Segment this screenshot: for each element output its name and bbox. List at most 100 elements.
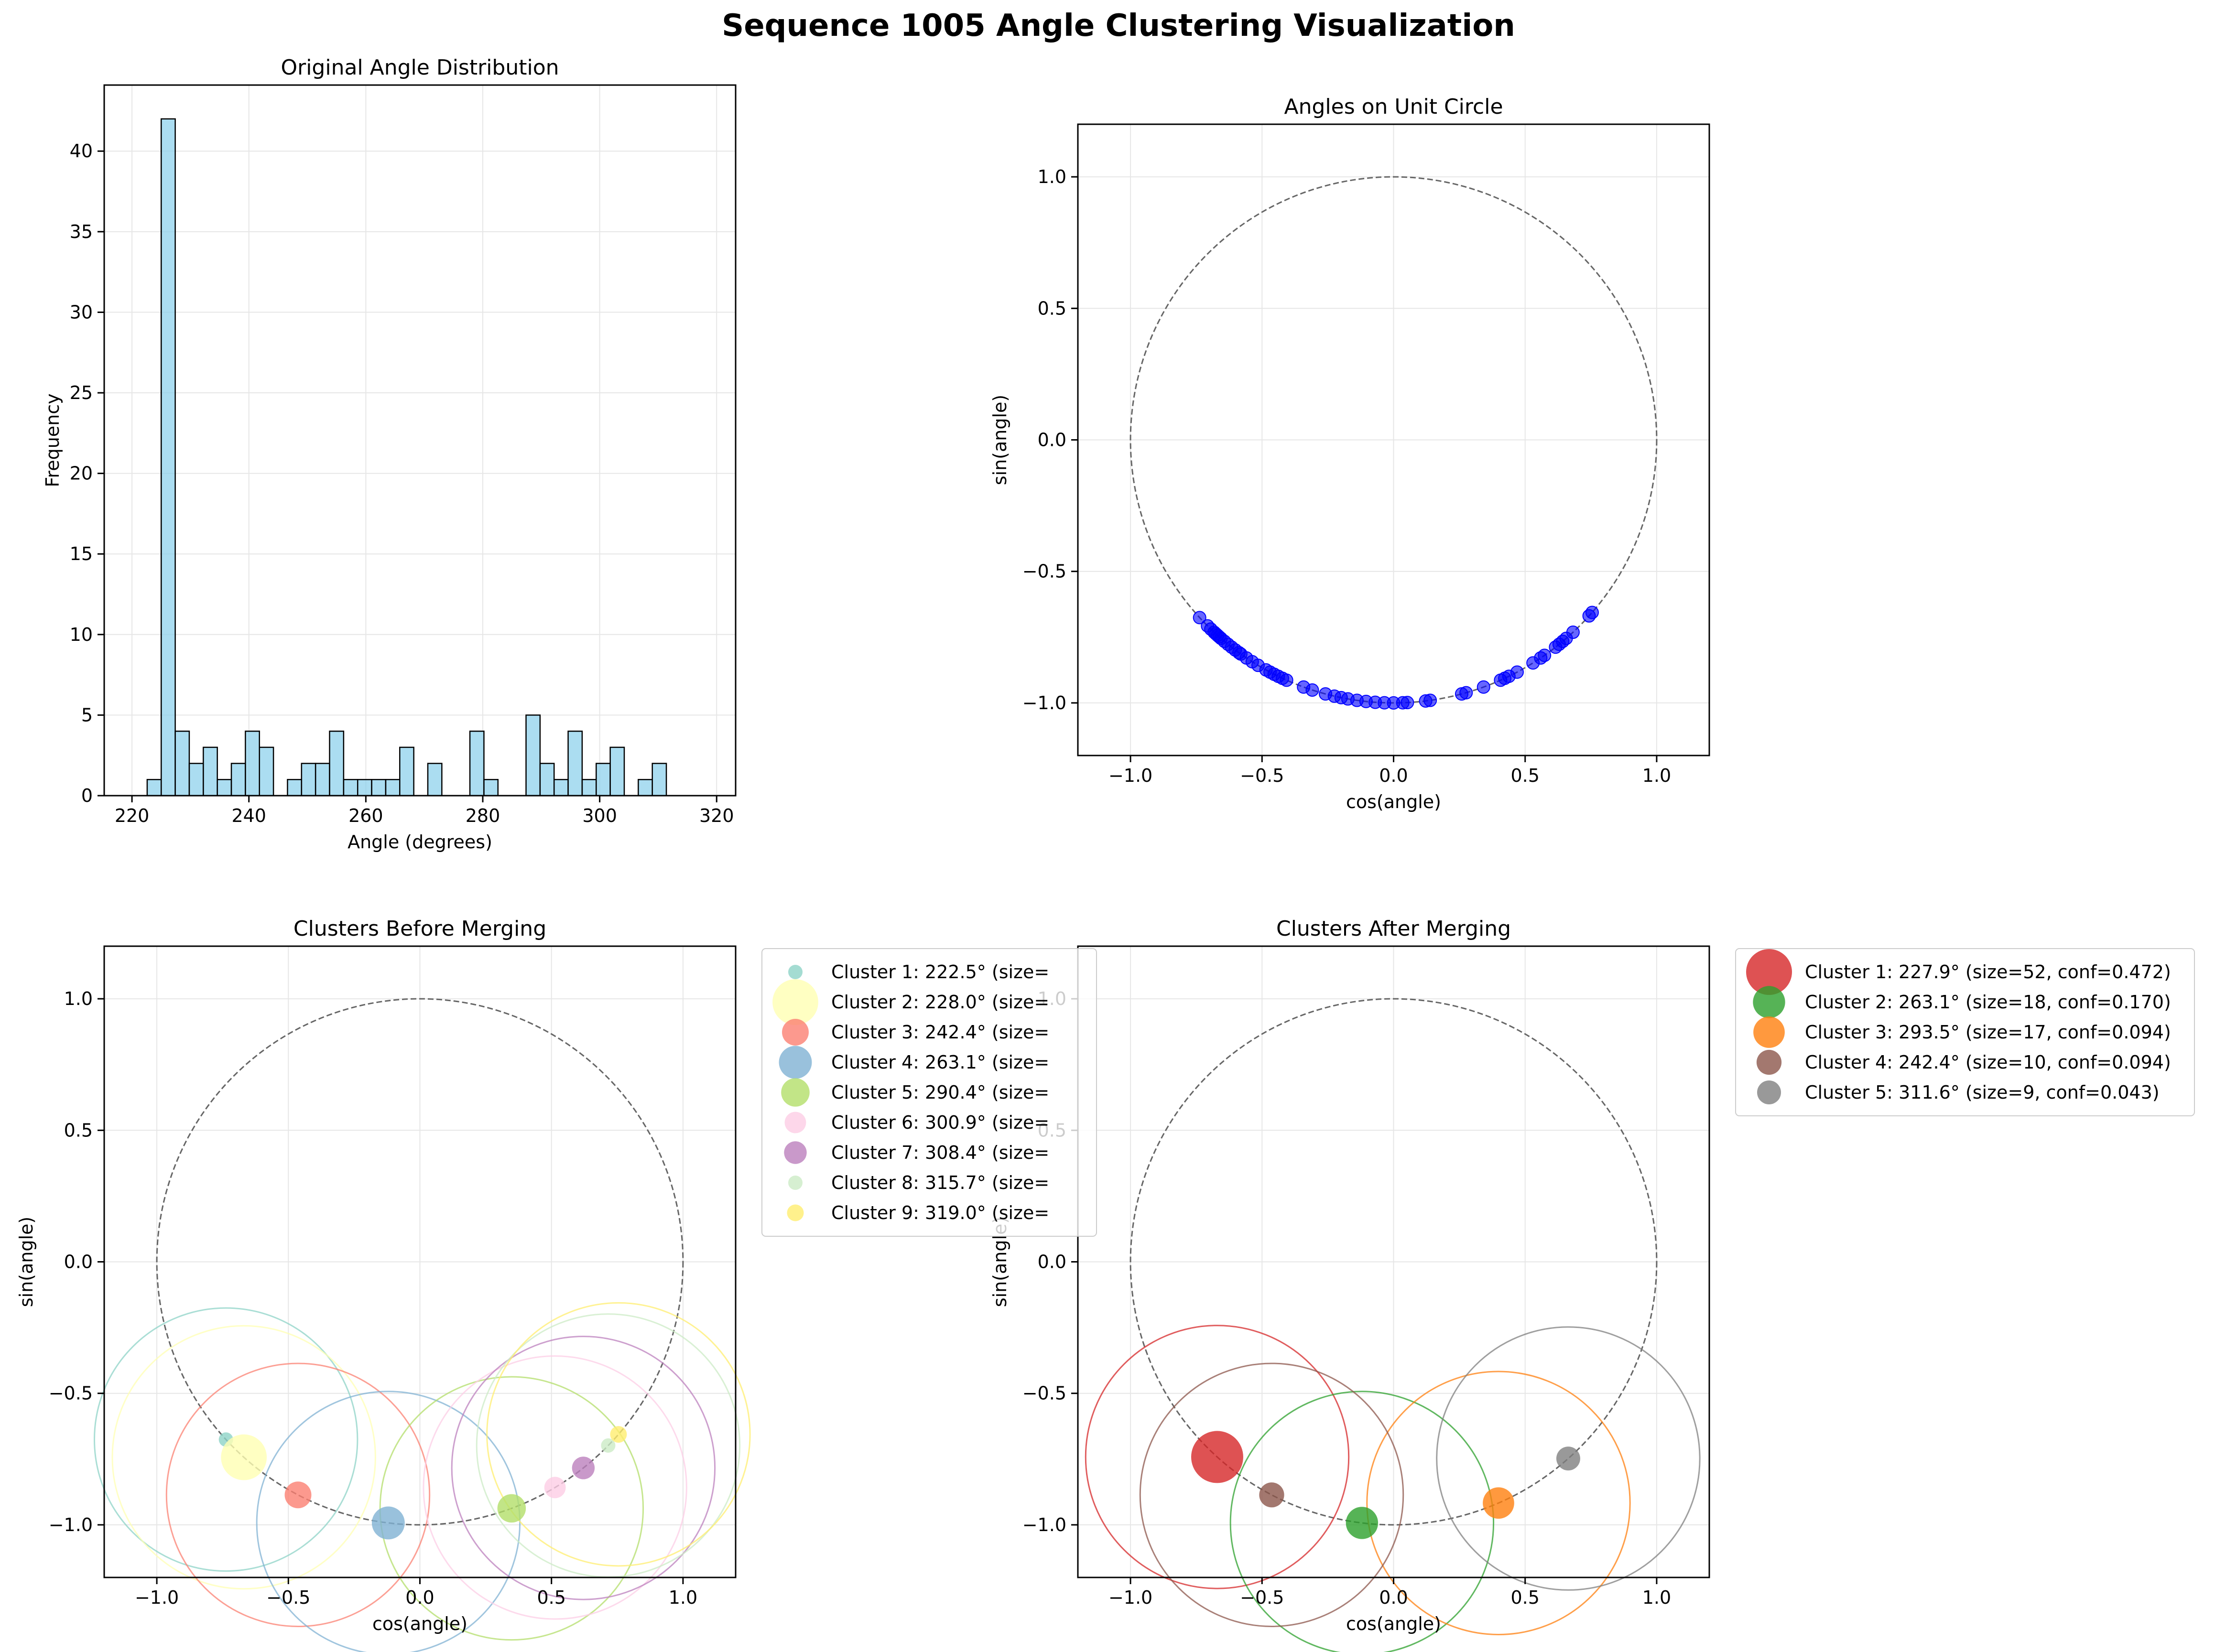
cluster-center-4 [1259,1482,1284,1508]
y-tick-label: 30 [70,302,93,323]
clusters-after-panel: −1.0−0.50.00.51.0−1.0−0.50.00.51.0 Clust… [989,917,1710,1652]
histogram-bar [553,779,569,797]
legend-label-4: Cluster 4: 242.4° (size=10, conf=0.094) [1805,1052,2171,1073]
x-tick-label: 1.0 [669,1587,697,1608]
cluster-ring-3 [1366,1371,1631,1635]
histogram-bar [581,779,597,797]
cluster-center-2 [1346,1507,1379,1539]
histogram-bar [259,746,274,797]
legend-label-3: Cluster 3: 242.4° (size= [831,1022,1049,1043]
histogram-bar [287,779,303,797]
histogram-bar [174,730,190,797]
x-tick-label: 0.0 [1379,765,1408,786]
legend-box [761,948,1097,1237]
y-tick-label: −0.5 [49,1383,93,1404]
clusters-after-xlabel: cos(angle) [1346,1613,1441,1634]
cluster-center-5 [1556,1447,1580,1471]
legend-label-4: Cluster 4: 263.1° (size= [831,1052,1049,1073]
unit-circle-ticks: −1.0 −0.5 0.0 0.5 1.0 −1.0 −0.5 0.0 0.5 1.0 [1022,166,1671,786]
legend-label-1: Cluster 1: 227.9° (size=52, conf=0.472) [1805,961,2171,983]
histogram-panel: 220 240 260 280 300 320 0 5 10 15 20 25 30 35 40 Origi… [42,55,737,853]
x-tick-label: 280 [466,805,500,826]
y-tick-label: 0.0 [1038,1252,1066,1273]
histogram-bar [638,779,653,797]
legend-label-5: Cluster 5: 311.6° (size=9, conf=0.043) [1805,1082,2160,1103]
legend-label-7: Cluster 7: 308.4° (size= [831,1142,1049,1163]
y-tick-label: 20 [70,463,93,484]
legend-marker-1 [1746,949,1792,995]
legend-label-6: Cluster 6: 300.9° (size= [831,1112,1049,1133]
x-tick-label: 0.0 [405,1587,434,1608]
x-tick-label: 0.5 [1510,765,1539,786]
histogram-xlabel: Angle (degrees) [347,831,492,853]
y-tick-label: 0.0 [64,1252,93,1273]
x-tick-label: 0.0 [1379,1587,1408,1608]
angle-point [1280,673,1293,687]
histogram-bar [539,763,555,797]
legend-label-5: Cluster 5: 290.4° (size= [831,1082,1049,1103]
clusters-before-ticks: −1.0 −0.5 0.0 0.5 1.0 −1.0 −0.5 0.0 0.5 1.0 [49,988,697,1608]
x-tick-label: 1.0 [1642,765,1671,786]
y-tick-label: 1.0 [1038,166,1066,187]
unit-circle-xlabel: cos(angle) [1346,791,1441,812]
histogram-bar [315,763,330,797]
clusters-after-legend: Cluster 1: 227.9° (size=52, conf=0.472) C… [1735,948,2195,1116]
angle-point [1401,696,1414,710]
histogram-bar [609,746,625,797]
angle-point [1459,686,1473,700]
x-tick-label: 240 [231,805,266,826]
unit-circle-panel: −1.0 −0.5 0.0 0.5 1.0 −1.0 −0.5 0.0 0.5 1.0 Angle… [989,95,1710,812]
legend-marker-5 [781,1078,810,1107]
y-tick-label: 0.0 [1038,430,1066,451]
clusters-after-marks [1085,1325,1701,1652]
histogram-bar [230,763,246,797]
cluster-ring-1 [1085,1325,1350,1589]
cluster-ring-2 [111,1325,376,1590]
histogram-bar [371,779,387,797]
histogram-bar [161,118,176,797]
unit-circle-ylabel: sin(angle) [989,395,1010,486]
histogram-bar [427,763,443,797]
histogram-bar [357,779,372,797]
legend-marker-2 [772,979,818,1025]
angle-point [1477,680,1490,694]
cluster-ring-3 [165,1362,431,1627]
x-tick-label: 320 [699,805,734,826]
histogram-bar [245,730,260,797]
histogram-bar [483,779,499,797]
y-tick-label: 35 [70,221,93,242]
legend-marker-3 [782,1019,809,1046]
legend-label-3: Cluster 3: 293.5° (size=17, conf=0.094) [1805,1022,2171,1043]
x-tick-label: −1.0 [1108,765,1152,786]
clusters-after-title: Clusters After Merging [1276,917,1511,941]
legend-marker-4 [779,1046,812,1079]
clusters-before-panel: −1.0 −0.5 0.0 0.5 1.0 −1.0 −0.5 0.0 0.5 1.0 Clust… [16,917,751,1652]
histogram-bar [567,730,583,797]
cluster-center-1 [1191,1431,1243,1483]
figure-suptitle: Sequence 1005 Angle Clustering Visualiza… [722,8,1515,43]
angle-point [1305,683,1319,697]
cluster-ring-9 [486,1302,751,1567]
y-tick-label: 0.5 [1038,298,1066,319]
angle-point [1510,665,1524,679]
y-tick-label: −1.0 [49,1514,93,1535]
histogram-bar [217,779,232,797]
clusters-before-legend: Cluster 1: 222.5° (size= Cluster 2: 228.0… [761,948,1097,1237]
y-tick-label: 0.5 [64,1120,93,1141]
legend-marker-4 [1756,1049,1782,1075]
legend-label-1: Cluster 1: 222.5° (size= [831,961,1049,983]
y-tick-label: 5 [81,704,93,725]
y-tick-label: −1.0 [1022,1514,1066,1535]
legend-label-2: Cluster 2: 228.0° (size= [831,992,1049,1013]
histogram-bar [301,763,316,797]
legend-label-8: Cluster 8: 315.7° (size= [831,1172,1049,1193]
cluster-center-3 [1483,1487,1514,1519]
clusters-after-unit-circle [1129,998,1658,1526]
angle-point [1585,605,1599,619]
histogram-bar [399,746,414,797]
angle-point [1566,626,1580,639]
cluster-center-6 [544,1477,566,1499]
cluster-ring-4 [256,1391,521,1652]
x-tick-label: 1.0 [1642,1587,1671,1608]
histogram-title: Original Angle Distribution [281,55,559,80]
